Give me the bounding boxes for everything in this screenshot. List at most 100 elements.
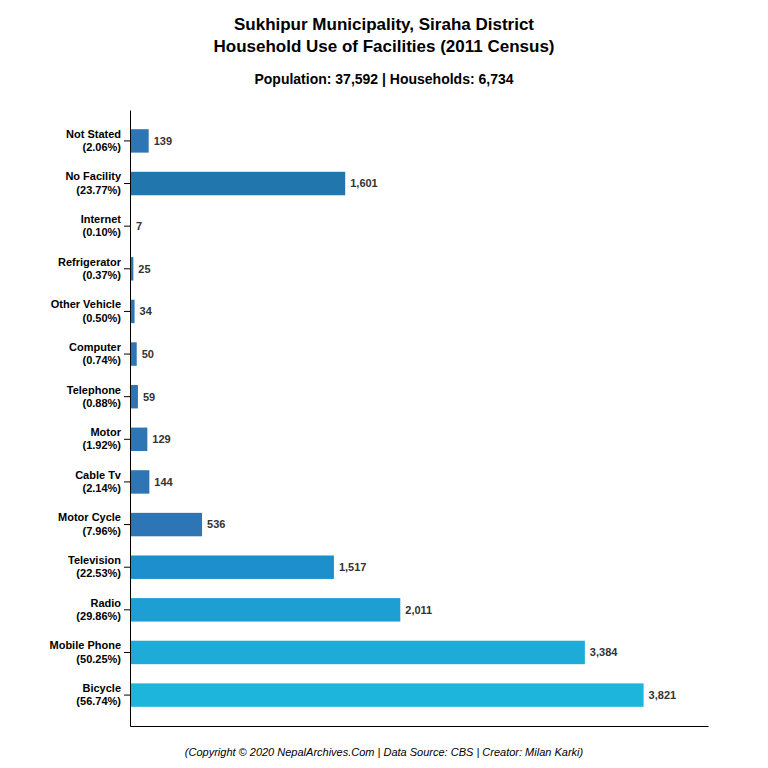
y-tick-mark xyxy=(124,652,130,653)
y-tick: Telephone(0.88%) xyxy=(67,384,130,409)
y-tick-label-line: (2.06%) xyxy=(82,141,121,153)
y-tick-label-line: Refrigerator xyxy=(58,256,122,268)
y-tick-mark xyxy=(124,354,130,355)
y-axis-line xyxy=(130,111,131,727)
y-tick-mark xyxy=(124,439,130,440)
footer: (Copyright © 2020 NepalArchives.Com | Da… xyxy=(185,746,584,758)
x-axis xyxy=(131,726,709,727)
y-tick-label: Motor(1.92%) xyxy=(82,426,121,451)
bar xyxy=(130,470,149,493)
y-tick-label: Television(22.53%) xyxy=(68,554,121,579)
y-axis: Not Stated(2.06%) No Facility(23.77%) Inte… xyxy=(50,111,131,727)
y-tick-label-line: (0.37%) xyxy=(82,269,121,281)
plot: Not Stated(2.06%) No Facility(23.77%) Inte… xyxy=(50,111,709,727)
y-tick-mark xyxy=(124,140,130,141)
y-tick-label-line: Computer xyxy=(69,341,122,353)
y-tick-label-line: Telephone xyxy=(67,384,121,396)
bar xyxy=(130,598,400,621)
y-tick-label-line: (1.92%) xyxy=(82,439,121,451)
data-label: 50 xyxy=(142,348,154,360)
y-tick-label: Telephone(0.88%) xyxy=(67,384,122,409)
y-tick-label-line: Other Vehicle xyxy=(51,298,121,310)
y-tick-label-line: (0.88%) xyxy=(82,397,121,409)
y-tick-label-line: (22.53%) xyxy=(76,567,121,579)
y-tick-label: Motor Cycle (7.96%) xyxy=(58,511,121,536)
y-tick-mark xyxy=(124,481,130,482)
y-tick-label-line: Internet xyxy=(81,213,122,225)
y-tick-label: Other Vehicle (0.50%) xyxy=(51,298,122,323)
y-tick-label-line: (0.50%) xyxy=(82,312,121,324)
y-tick-label-line: (7.96%) xyxy=(82,525,121,537)
y-tick-label-line: Bicycle xyxy=(82,682,121,694)
y-tick-label-line: Mobile Phone xyxy=(50,639,122,651)
bar xyxy=(130,513,202,536)
y-tick: Motor(1.92%) xyxy=(82,426,130,451)
y-tick-mark xyxy=(124,396,130,397)
title: Sukhipur Municipality, Siraha District Ho… xyxy=(213,15,554,56)
y-tick: Bicycle(56.74%) xyxy=(76,682,130,707)
title-line: Household Use of Facilities (2011 Census… xyxy=(213,37,554,56)
data-label: 1,517 xyxy=(339,561,367,573)
chart: Sukhipur Municipality, Siraha District Ho… xyxy=(0,0,768,768)
data-label: 144 xyxy=(154,476,173,488)
bar xyxy=(130,683,644,706)
data-label: 1,601 xyxy=(350,177,378,189)
x-axis-line xyxy=(131,726,709,727)
y-tick: Motor Cycle (7.96%) xyxy=(58,511,130,536)
y-tick-label: Mobile Phone (50.25%) xyxy=(50,639,122,664)
y-tick-label: Bicycle(56.74%) xyxy=(76,682,121,707)
y-tick-mark xyxy=(124,695,130,696)
y-tick: Internet(0.10%) xyxy=(81,213,130,238)
data-label: 2,011 xyxy=(405,604,432,616)
y-tick: Refrigerator(0.37%) xyxy=(58,256,130,281)
y-tick-label: No Facility(23.77%) xyxy=(65,170,122,195)
y-tick-label: Radio(29.86%) xyxy=(76,597,121,622)
data-label: 3,384 xyxy=(590,646,618,658)
data-labels: 139 1,601 7 25 34 50 59 129 144 536 1,517 2,011 3,38… xyxy=(136,135,676,701)
y-tick: Mobile Phone (50.25%) xyxy=(50,639,131,664)
y-tick-label-line: (0.10%) xyxy=(82,226,121,238)
data-label: 536 xyxy=(207,518,225,530)
y-tick-label-line: (50.25%) xyxy=(76,653,121,665)
y-tick: No Facility(23.77%) xyxy=(65,170,130,195)
y-tick-mark xyxy=(124,268,130,269)
bar xyxy=(130,172,345,195)
y-tick-label-line: (29.86%) xyxy=(76,610,121,622)
bar xyxy=(130,641,585,664)
data-label: 34 xyxy=(140,305,153,317)
y-tick-label: Computer(0.74%) xyxy=(69,341,122,366)
y-tick: Other Vehicle (0.50%) xyxy=(51,298,130,323)
y-tick-mark xyxy=(124,567,130,568)
data-label: 59 xyxy=(143,391,155,403)
y-tick-label-line: (0.74%) xyxy=(82,354,121,366)
subtitle: Population: 37,592 | Households: 6,734 xyxy=(254,71,513,87)
y-tick-label: Not Stated(2.06%) xyxy=(66,128,121,153)
y-tick: Cable Tv(2.14%) xyxy=(75,469,130,494)
data-label: 129 xyxy=(152,433,170,445)
y-tick-label-line: No Facility xyxy=(65,170,122,182)
y-tick-label-line: Motor xyxy=(90,426,121,438)
y-tick-label-line: Television xyxy=(68,554,121,566)
y-tick-mark xyxy=(124,524,130,525)
bars xyxy=(130,129,644,707)
data-label: 25 xyxy=(138,263,150,275)
y-tick-mark xyxy=(124,183,130,184)
data-label: 7 xyxy=(136,220,142,232)
y-tick: Radio(29.86%) xyxy=(76,597,130,622)
data-label: 139 xyxy=(154,135,172,147)
y-tick-mark xyxy=(124,609,130,610)
title-line: Sukhipur Municipality, Siraha District xyxy=(234,15,534,34)
y-tick: Computer(0.74%) xyxy=(69,341,130,366)
y-tick-label: Cable Tv(2.14%) xyxy=(75,469,122,494)
bar xyxy=(130,129,149,152)
y-tick-label-line: Radio xyxy=(90,597,121,609)
y-tick-label-line: Motor Cycle xyxy=(58,511,121,523)
bar xyxy=(130,555,334,578)
bar xyxy=(130,342,137,365)
y-tick-label: Internet(0.10%) xyxy=(81,213,122,238)
y-tick: Television(22.53%) xyxy=(68,554,130,579)
y-tick-label-line: (56.74%) xyxy=(76,695,121,707)
bar xyxy=(130,385,138,408)
y-tick-mark xyxy=(124,226,130,227)
y-tick-label-line: Cable Tv xyxy=(75,469,122,481)
